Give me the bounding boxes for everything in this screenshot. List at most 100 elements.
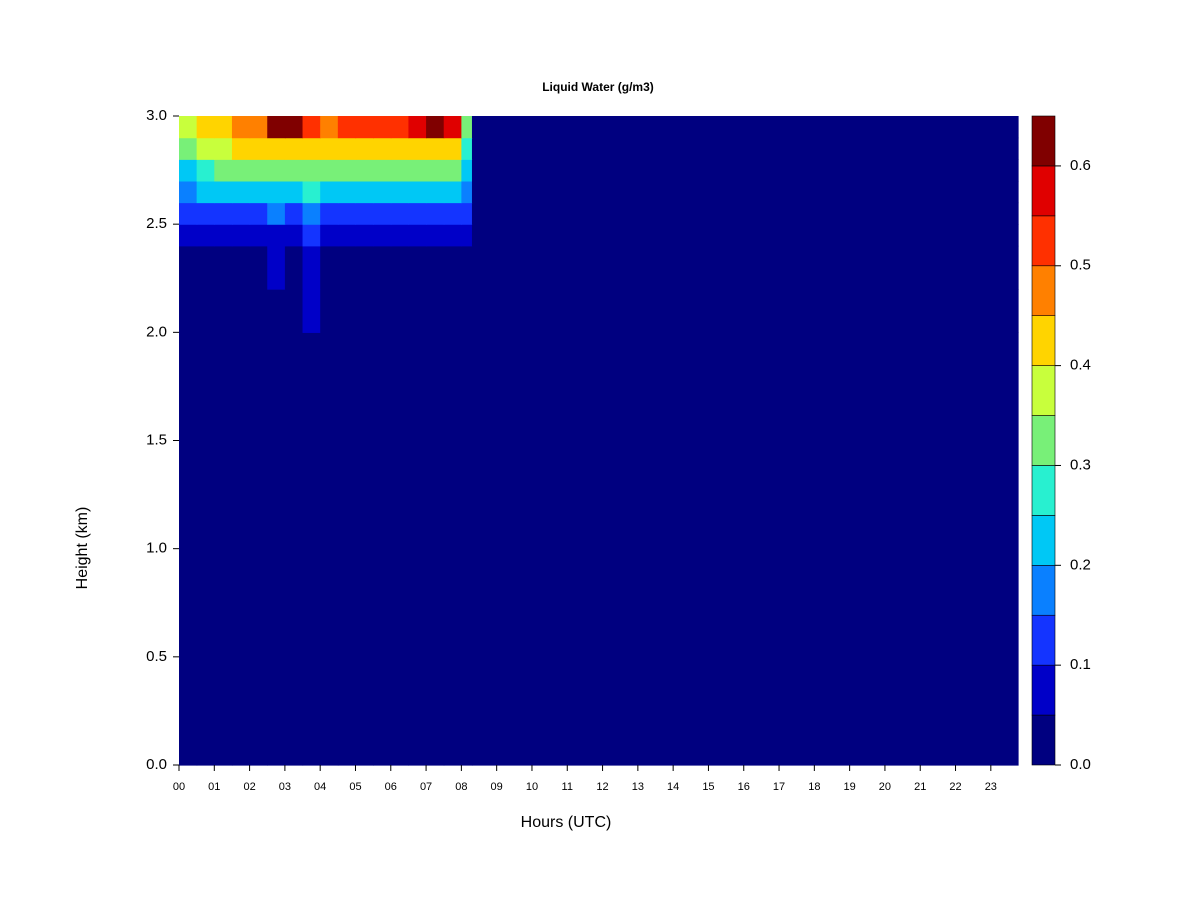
colorbar-tick-label: 0.3 [1070,456,1091,473]
contour-cell [179,202,198,225]
colorbar-segment [1031,714,1056,766]
contour-cell [408,202,427,225]
contour-cell [302,332,321,766]
contour-cell [471,224,1019,247]
contour-cell [196,180,215,204]
contour-cell [179,224,198,247]
y-tick-label: 1.0 [146,540,167,557]
contour-cell [355,202,374,225]
contour-cell [337,137,357,160]
contour-cell [214,245,233,290]
colorbar-segment [1031,165,1056,217]
contour-cell [267,116,286,139]
contour-cell [408,116,427,139]
contour-cell [390,332,410,766]
colorbar-segment [1031,614,1056,666]
contour-cell [214,224,233,247]
contour-cell [231,137,251,160]
contour-cell [471,180,1019,204]
contour-cell [443,245,462,290]
contour-cell [249,245,268,290]
contour-cell [320,245,339,290]
contour-cell [284,224,304,247]
contour-cell [355,224,374,247]
contour-cell [179,116,198,139]
contour-cell [231,159,251,182]
contour-cell [196,224,215,247]
contour-cell [196,332,215,766]
x-tick-label: 21 [914,781,926,793]
colorbar-segment [1031,265,1056,316]
contour-cell [461,116,473,139]
contour-cell [231,116,251,139]
contour-cell [426,245,445,290]
x-tick-label: 13 [632,781,644,793]
contour-cell [214,159,233,182]
contour-cell [337,224,357,247]
contour-cell [302,159,321,182]
contour-cell [196,245,215,290]
contour-cell [179,159,198,182]
contour-cell [390,245,410,290]
x-tick-label: 20 [879,781,891,793]
contour-cell [355,159,374,182]
contour-cell [249,180,268,204]
contour-cell [390,289,410,333]
contour-cell [408,137,427,160]
colorbar-tick-label: 0.5 [1070,257,1091,274]
x-tick-label: 09 [491,781,503,793]
contour-cell [179,137,198,160]
colorbar-segment [1031,465,1056,516]
contour-cell [443,180,462,204]
chart-title: Liquid Water (g/m3) [542,80,654,94]
contour-cell [231,202,251,225]
x-tick-label: 19 [844,781,856,793]
contour-cell [355,332,374,766]
contour-cell [196,289,215,333]
contour-cell [267,224,286,247]
contour-cell [320,202,339,225]
contour-cell [337,332,357,766]
contour-cell [443,202,462,225]
y-tick-label: 0.0 [146,756,167,773]
contour-cell [196,159,215,182]
contour-cell [267,137,286,160]
contour-cell [426,180,445,204]
contour-cell [426,224,445,247]
colorbar-segment [1031,565,1056,616]
contour-cell [231,224,251,247]
contour-cell [461,224,473,247]
contour-cell [267,202,286,225]
contour-cell [231,180,251,204]
contour-cell [443,224,462,247]
colorbar-tick-label: 0.4 [1070,357,1091,374]
contour-cell [284,202,304,225]
contour-cell [408,245,427,290]
colorbar-tick-label: 0.2 [1070,556,1091,573]
x-tick-label: 04 [314,781,326,793]
contour-cell [179,289,198,333]
contour-cell [249,202,268,225]
contour-cell [249,289,268,333]
contour-cell [302,137,321,160]
contour-cell [214,289,233,333]
x-tick-label: 01 [208,781,220,793]
y-tick-label: 0.5 [146,648,167,665]
contour-cell [320,224,339,247]
x-tick-label: 02 [243,781,255,793]
contour-cell [390,224,410,247]
contour-cell [196,137,215,160]
contour-cell [302,289,321,333]
contour-cell [471,332,1019,766]
contour-cell [461,289,473,333]
contour-cell [373,224,392,247]
x-tick-label: 11 [562,781,573,793]
contour-cell [337,245,357,290]
contour-cell [231,289,251,333]
contour-cell [214,137,233,160]
contour-cell [284,116,304,139]
contour-cell [284,159,304,182]
contour-cell [214,116,233,139]
contour-cell [373,180,392,204]
